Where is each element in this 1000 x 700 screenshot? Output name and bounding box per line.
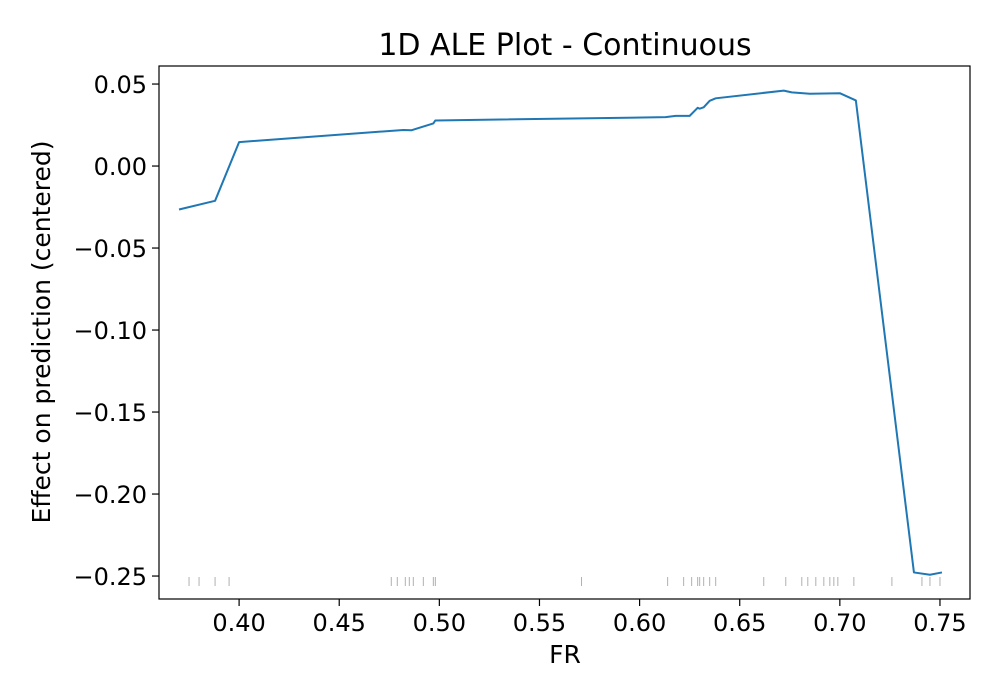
x-tick-label-0: 0.40 bbox=[212, 609, 265, 637]
x-tick-label-3: 0.55 bbox=[513, 609, 566, 637]
x-tick-label-4: 0.60 bbox=[613, 609, 666, 637]
x-tick-label-6: 0.70 bbox=[813, 609, 866, 637]
x-axis: 0.40 0.45 0.50 0.55 0.60 0.65 0.70 0.75 bbox=[212, 599, 967, 637]
y-tick-label-1: 0.00 bbox=[94, 153, 147, 181]
y-tick-label-6: −0.25 bbox=[73, 563, 147, 591]
y-tick-label-5: −0.20 bbox=[73, 481, 147, 509]
x-tick-label-7: 0.75 bbox=[913, 609, 966, 637]
y-axis: 0.05 0.00 −0.05 −0.10 −0.15 −0.20 −0.25 bbox=[73, 71, 159, 591]
y-tick-label-4: −0.15 bbox=[73, 399, 147, 427]
rug-marks bbox=[188, 577, 941, 586]
x-tick-label-2: 0.50 bbox=[413, 609, 466, 637]
x-tick-label-1: 0.45 bbox=[313, 609, 366, 637]
y-axis-label: Effect on prediction (centered) bbox=[27, 141, 56, 524]
series-layer bbox=[178, 89, 943, 576]
y-tick-label-3: −0.10 bbox=[73, 317, 147, 345]
plot-area-frame bbox=[158, 65, 971, 600]
chart-title: 1D ALE Plot - Continuous bbox=[378, 28, 751, 63]
series-line-0 bbox=[178, 89, 943, 576]
x-axis-label: FR bbox=[549, 640, 581, 669]
x-tick-label-5: 0.65 bbox=[713, 609, 766, 637]
y-tick-label-2: −0.05 bbox=[73, 235, 147, 263]
y-tick-label-0: 0.05 bbox=[94, 71, 147, 99]
